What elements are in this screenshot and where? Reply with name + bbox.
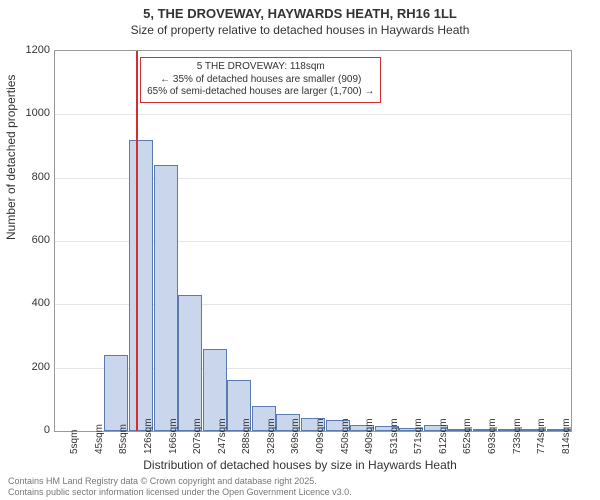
x-tick: 247sqm [217,418,228,454]
footer-attribution: Contains HM Land Registry data © Crown c… [8,476,352,498]
property-marker-line [136,51,138,431]
y-axis-label: Number of detached properties [4,75,18,240]
x-tick: 652sqm [462,418,473,454]
x-tick: 369sqm [290,418,301,454]
footer-line1: Contains HM Land Registry data © Crown c… [8,476,352,487]
x-tick: 288sqm [241,418,252,454]
x-tick: 490sqm [364,418,375,454]
y-tick: 1200 [10,44,50,56]
x-tick: 450sqm [340,418,351,454]
x-tick: 166sqm [168,418,179,454]
x-tick: 45sqm [94,424,105,454]
x-tick: 774sqm [536,418,547,454]
annotation-line2: ← 35% of detached houses are smaller (90… [147,74,374,87]
y-tick: 600 [10,234,50,246]
bars-container [55,51,571,431]
x-tick: 207sqm [192,418,203,454]
histogram-bar [178,295,202,431]
chart-title: 5, THE DROVEWAY, HAYWARDS HEATH, RH16 1L… [0,6,600,21]
y-tick: 800 [10,171,50,183]
histogram-bar [154,165,178,431]
x-tick: 814sqm [561,418,572,454]
x-tick: 5sqm [69,430,80,454]
histogram-bar [104,355,128,431]
x-tick: 328sqm [266,418,277,454]
annotation-line1: 5 THE DROVEWAY: 118sqm [147,61,374,74]
footer-line2: Contains public sector information licen… [8,487,352,498]
annotation-line3: 65% of semi-detached houses are larger (… [147,86,374,99]
x-tick: 693sqm [487,418,498,454]
chart-plot-area: 5 THE DROVEWAY: 118sqm ← 35% of detached… [54,50,572,432]
x-axis-label: Distribution of detached houses by size … [0,458,600,472]
x-tick: 612sqm [438,418,449,454]
chart-title-block: 5, THE DROVEWAY, HAYWARDS HEATH, RH16 1L… [0,0,600,37]
x-tick: 571sqm [413,418,424,454]
x-tick: 409sqm [315,418,326,454]
y-tick: 1000 [10,107,50,119]
annotation-box: 5 THE DROVEWAY: 118sqm ← 35% of detached… [140,57,381,103]
y-tick: 0 [10,424,50,436]
y-tick: 200 [10,361,50,373]
x-tick: 85sqm [118,424,129,454]
x-tick: 531sqm [389,418,400,454]
chart-subtitle: Size of property relative to detached ho… [0,23,600,37]
y-tick: 400 [10,297,50,309]
histogram-bar [129,140,153,431]
x-tick: 733sqm [512,418,523,454]
x-tick: 126sqm [143,418,154,454]
